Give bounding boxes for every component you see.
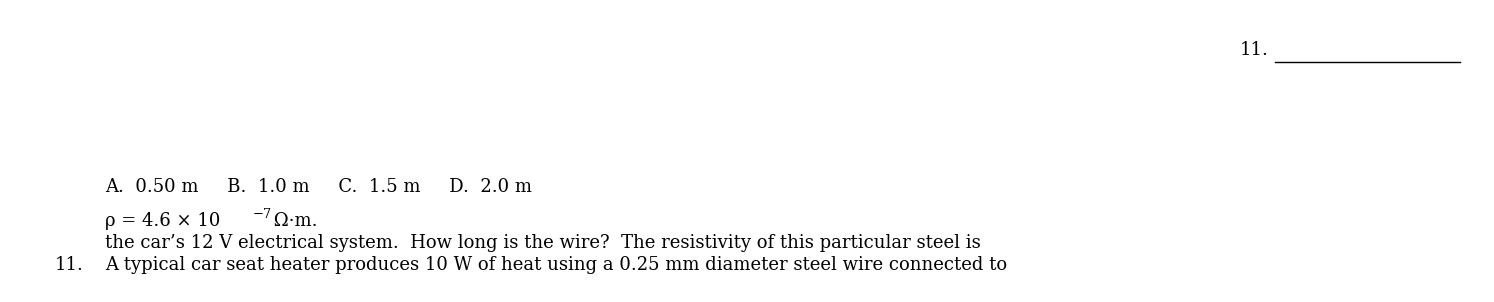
Text: 11.: 11. xyxy=(1240,41,1268,59)
Text: A.  0.50 m     B.  1.0 m     C.  1.5 m     D.  2.0 m: A. 0.50 m B. 1.0 m C. 1.5 m D. 2.0 m xyxy=(105,178,532,196)
Text: the car’s 12 V electrical system.  How long is the wire?  The resistivity of thi: the car’s 12 V electrical system. How lo… xyxy=(105,234,980,252)
Text: −7: −7 xyxy=(252,208,272,221)
Text: ρ = 4.6 × 10: ρ = 4.6 × 10 xyxy=(105,212,221,230)
Text: Ω·m.: Ω·m. xyxy=(267,212,318,230)
Text: 11.: 11. xyxy=(55,256,84,274)
Text: A typical car seat heater produces 10 W of heat using a 0.25 mm diameter steel w: A typical car seat heater produces 10 W … xyxy=(105,256,1007,274)
